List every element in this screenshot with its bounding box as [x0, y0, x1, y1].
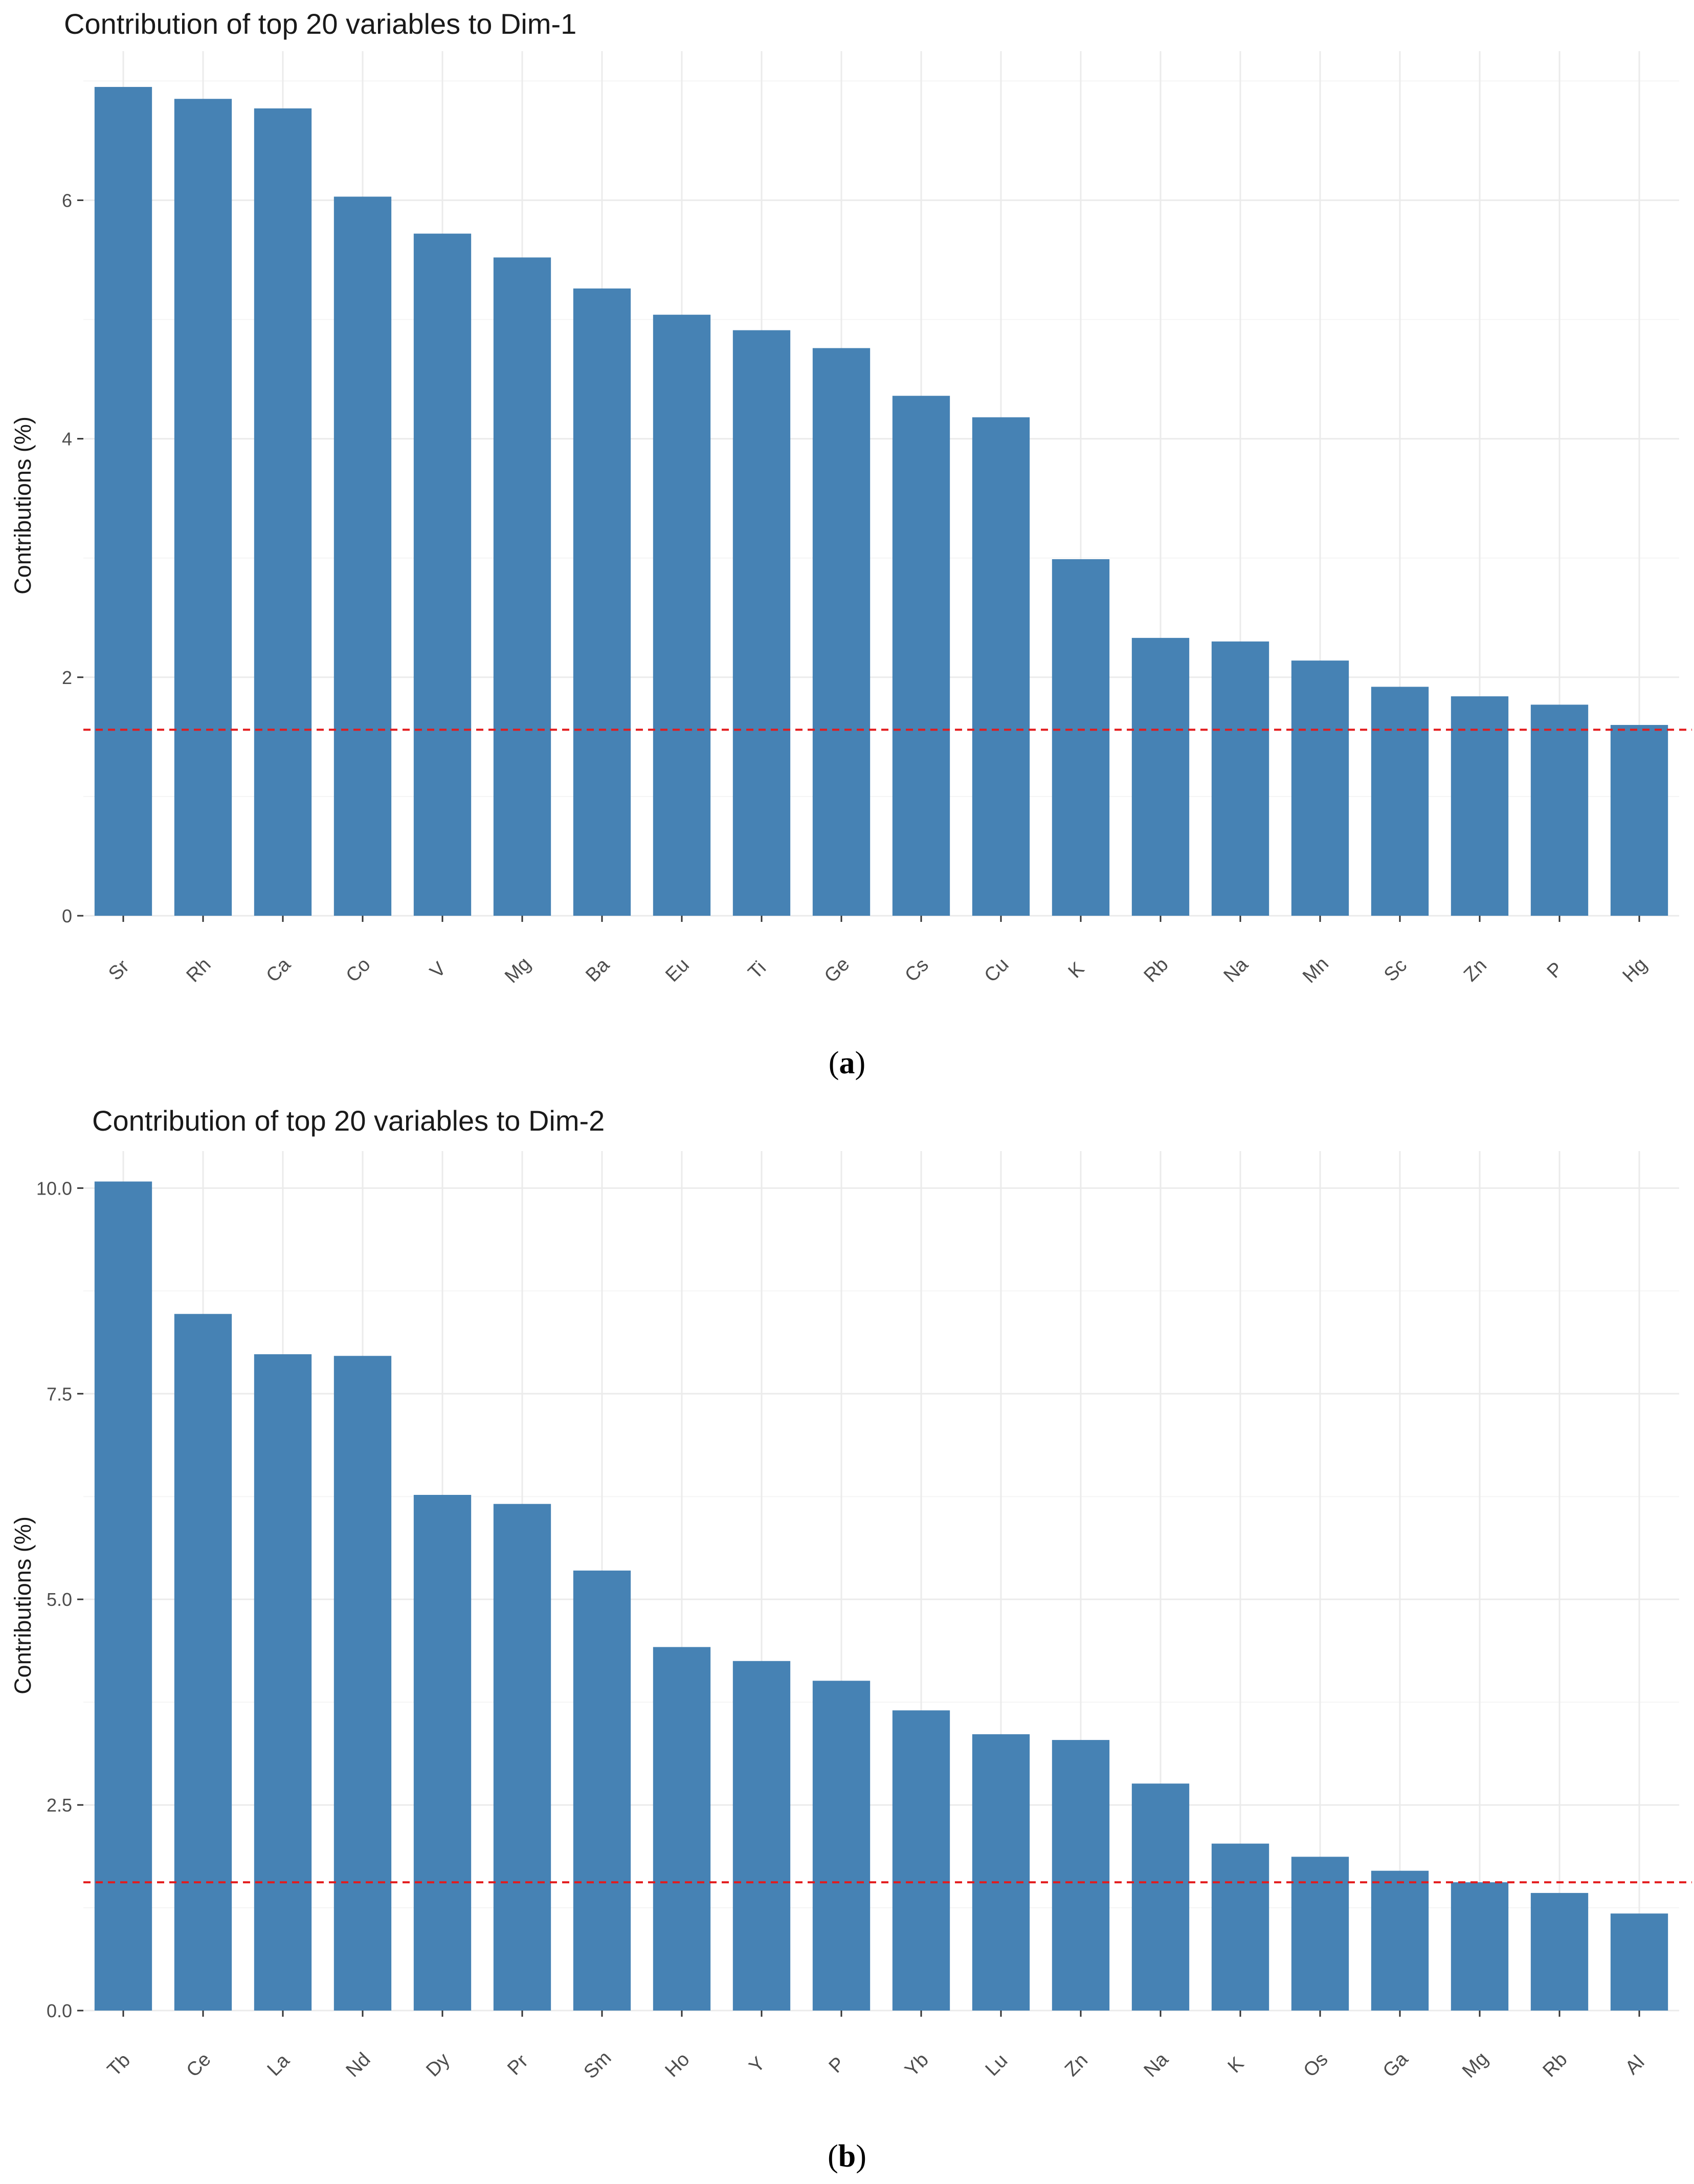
- bar-a-co: [333, 196, 392, 916]
- y-tick-label-b: 7.5: [47, 1383, 72, 1404]
- y-tick-label-a: 4: [62, 429, 72, 450]
- bar-a-sc: [1371, 687, 1429, 916]
- chart-panel-a: Contribution of top 20 variables to Dim-…: [10, 8, 1692, 1080]
- bar-b-lu: [972, 1734, 1030, 2011]
- bar-b-zn: [1052, 1740, 1110, 2011]
- bar-a-na: [1211, 641, 1269, 916]
- y-axis-ticks-a: 0 2 4 6: [62, 190, 83, 926]
- bar-a-rb: [1131, 637, 1190, 916]
- bar-b-sm: [573, 1570, 631, 2011]
- chart-title-a: Contribution of top 20 variables to Dim-…: [64, 8, 576, 40]
- bar-b-nd: [333, 1356, 392, 2011]
- bar-b-os: [1291, 1857, 1349, 2011]
- y-tick-label-a: 6: [62, 190, 72, 211]
- panel-caption-letter-a: a: [839, 1046, 855, 1080]
- bar-b-p: [812, 1681, 871, 2011]
- bar-b-mg: [1451, 1882, 1509, 2011]
- panel-caption-a: (a): [829, 1046, 865, 1080]
- bar-a-sr: [94, 86, 152, 916]
- bar-a-ba: [573, 288, 631, 916]
- y-tick-label-a: 2: [62, 667, 72, 688]
- bar-b-la: [254, 1354, 312, 2011]
- bar-a-ca: [254, 108, 312, 916]
- bars-a: [94, 86, 1668, 916]
- bar-b-ga: [1371, 1870, 1429, 2011]
- y-axis-title-a: Contributions (%): [10, 416, 36, 594]
- bar-b-pr: [493, 1504, 551, 2011]
- bar-b-ce: [174, 1314, 232, 2011]
- bar-a-rh: [174, 99, 232, 916]
- bar-a-eu: [653, 315, 711, 916]
- bar-a-p: [1530, 704, 1589, 916]
- y-tick-label-b: 0.0: [47, 2000, 72, 2021]
- chart-title-b: Contribution of top 20 variables to Dim-…: [92, 1105, 605, 1137]
- panel-caption-letter-b: b: [838, 2139, 856, 2174]
- y-tick-label-b: 5.0: [47, 1589, 72, 1610]
- bar-b-na: [1131, 1783, 1190, 2011]
- bar-a-cs: [892, 395, 950, 916]
- bar-b-tb: [94, 1181, 152, 2011]
- bar-b-ho: [653, 1647, 711, 2011]
- bar-a-mn: [1291, 660, 1349, 916]
- bar-b-y: [732, 1661, 791, 2011]
- bar-b-dy: [413, 1495, 472, 2011]
- chart-panel-b: Contribution of top 20 variables to Dim-…: [10, 1105, 1692, 2174]
- bar-b-al: [1610, 1913, 1668, 2011]
- bar-a-ge: [812, 348, 871, 916]
- bar-a-hg: [1610, 725, 1668, 916]
- bars-b: [94, 1181, 1668, 2011]
- bar-b-rb: [1530, 1893, 1589, 2011]
- bar-a-k: [1052, 559, 1110, 916]
- bar-a-mg: [493, 257, 551, 916]
- y-tick-label-b: 10.0: [36, 1178, 72, 1199]
- bar-b-yb: [892, 1710, 950, 2011]
- bar-a-ti: [732, 330, 791, 916]
- panel-caption-b: (b): [828, 2139, 866, 2174]
- bar-a-zn: [1451, 696, 1509, 916]
- y-tick-label-b: 2.5: [47, 1795, 72, 1816]
- bar-a-cu: [972, 417, 1030, 916]
- y-axis-ticks-b: 0.0 2.5 5.0 7.5 10.0: [36, 1178, 83, 2021]
- bar-a-v: [413, 233, 472, 916]
- y-axis-title-b: Contributions (%): [10, 1516, 36, 1694]
- bar-b-k: [1211, 1843, 1269, 2011]
- y-tick-label-a: 0: [62, 906, 72, 926]
